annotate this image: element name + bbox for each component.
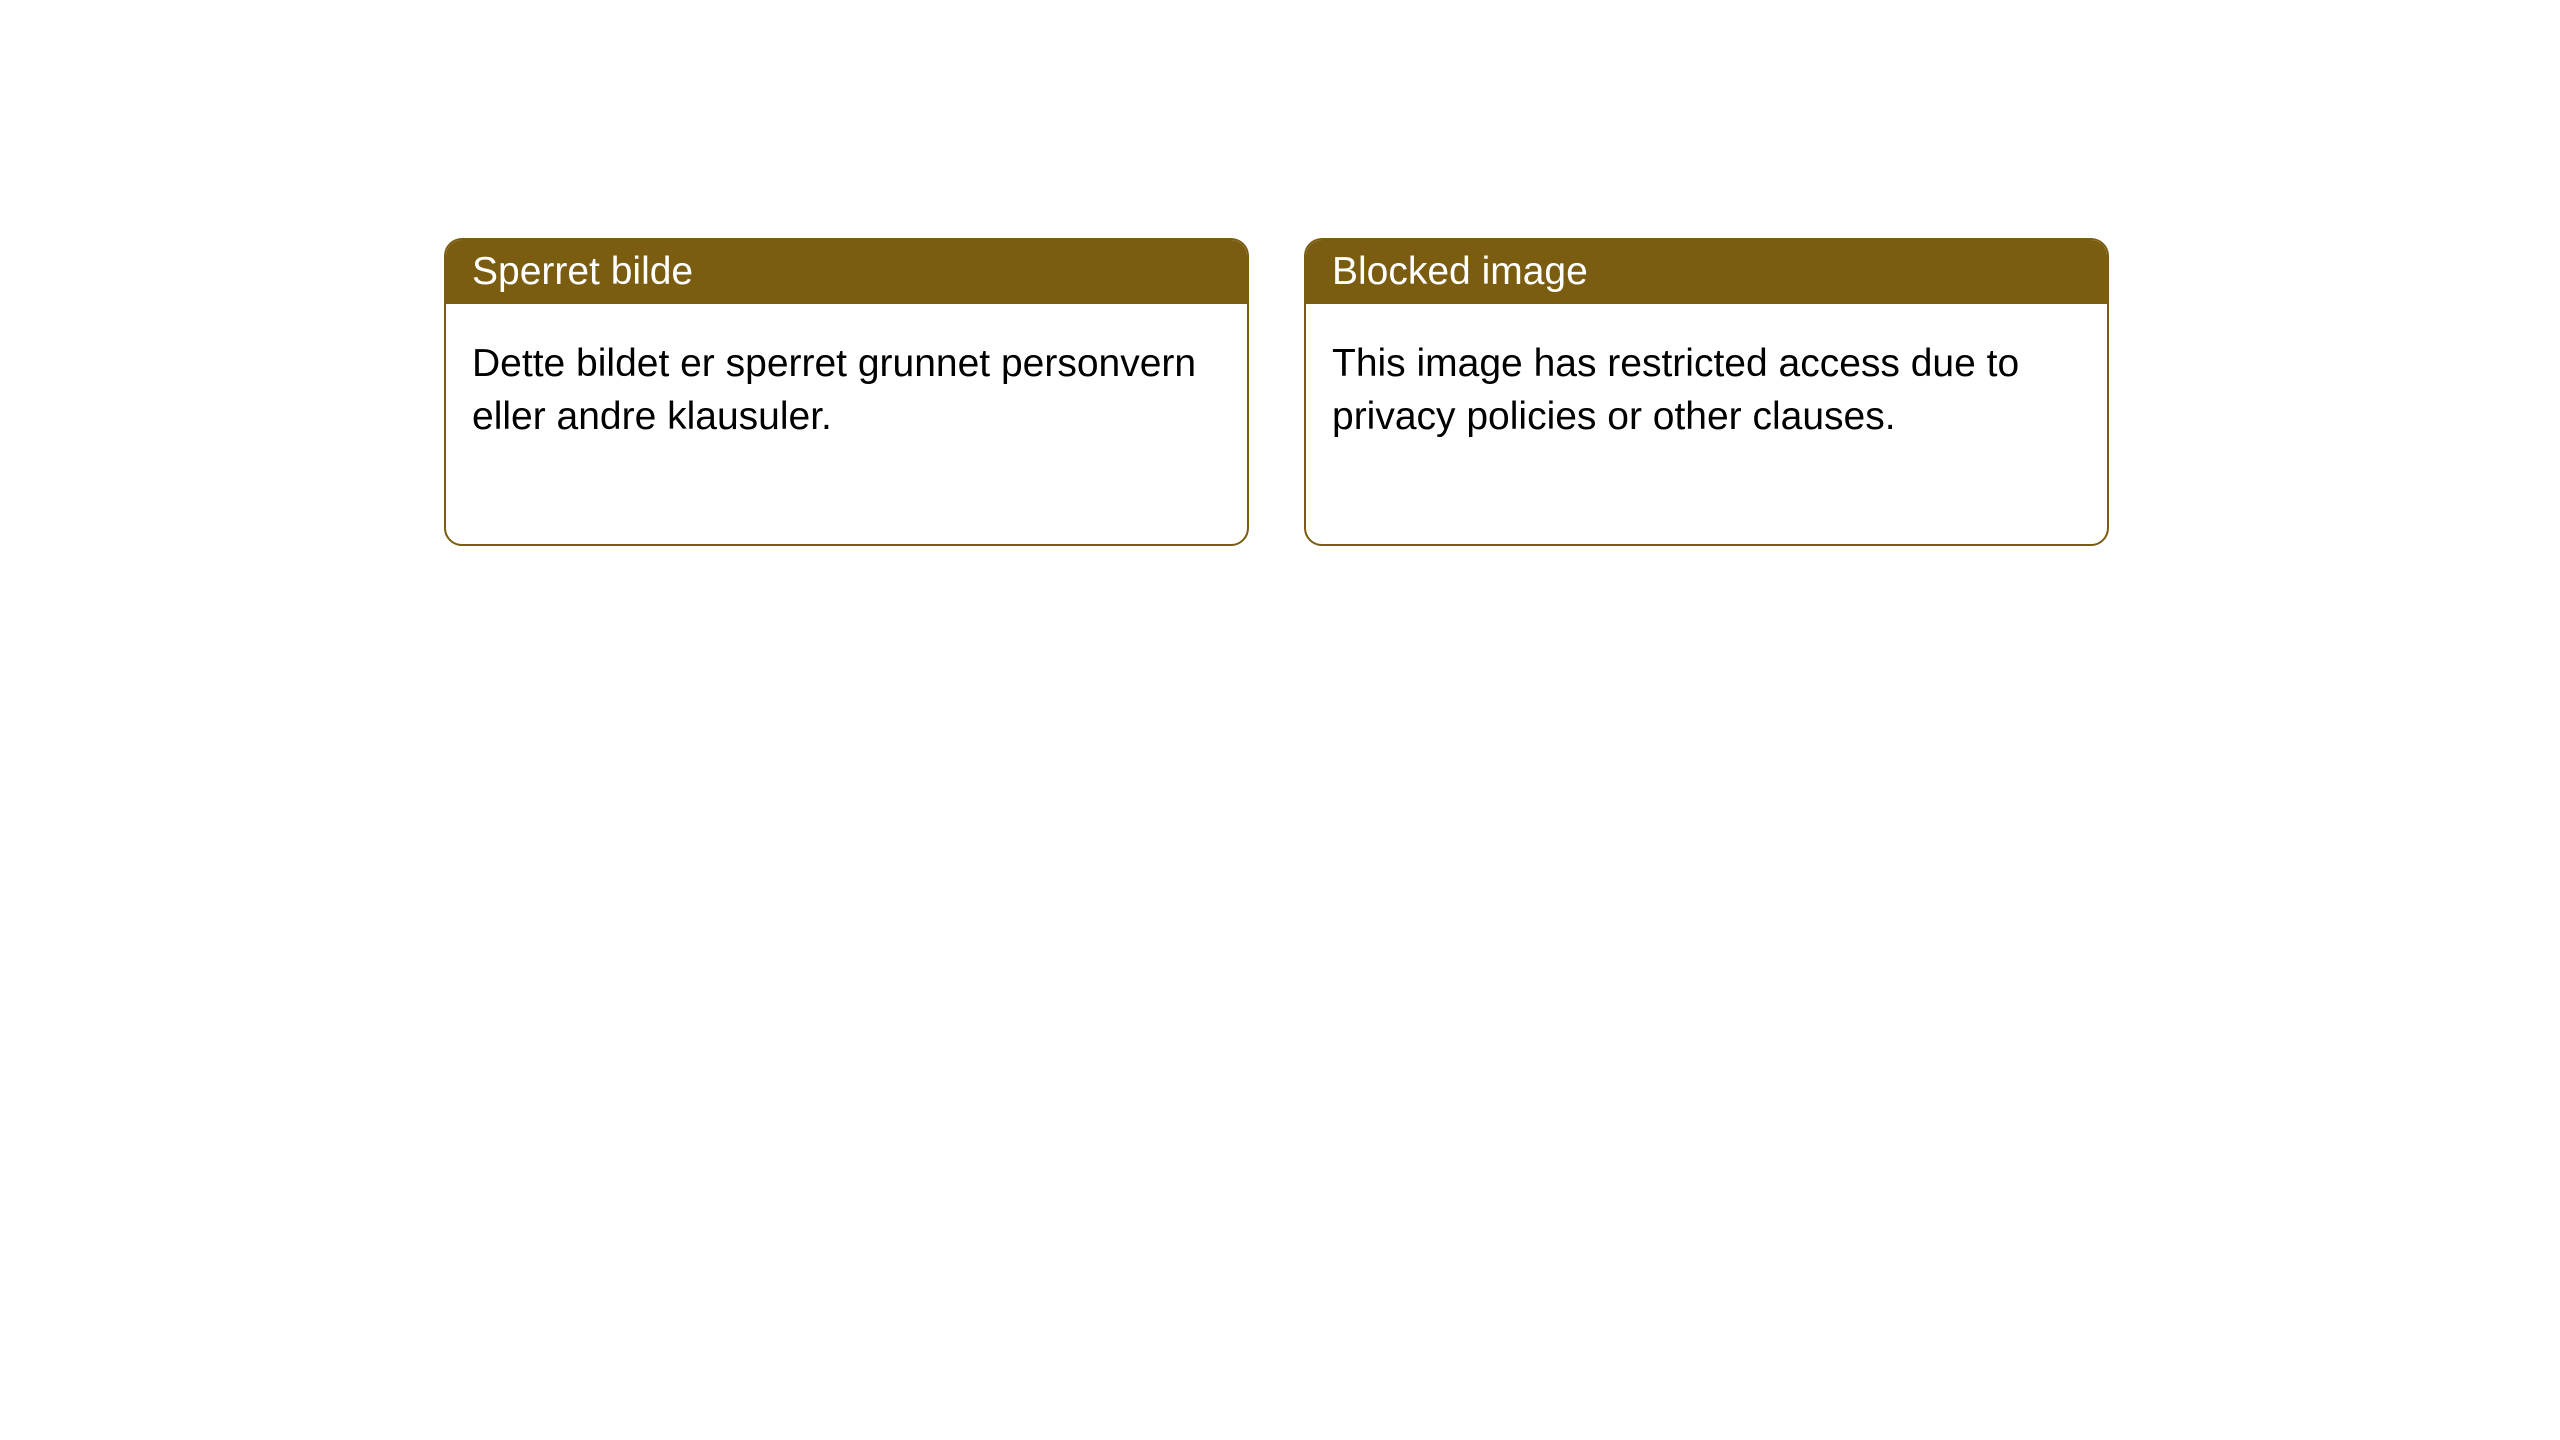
- notice-body-norwegian: Dette bildet er sperret grunnet personve…: [446, 304, 1247, 544]
- notice-title-norwegian: Sperret bilde: [446, 240, 1247, 304]
- notice-card-norwegian: Sperret bilde Dette bildet er sperret gr…: [444, 238, 1249, 546]
- notice-card-english: Blocked image This image has restricted …: [1304, 238, 2109, 546]
- notice-body-english: This image has restricted access due to …: [1306, 304, 2107, 544]
- notice-container: Sperret bilde Dette bildet er sperret gr…: [0, 0, 2560, 546]
- notice-title-english: Blocked image: [1306, 240, 2107, 304]
